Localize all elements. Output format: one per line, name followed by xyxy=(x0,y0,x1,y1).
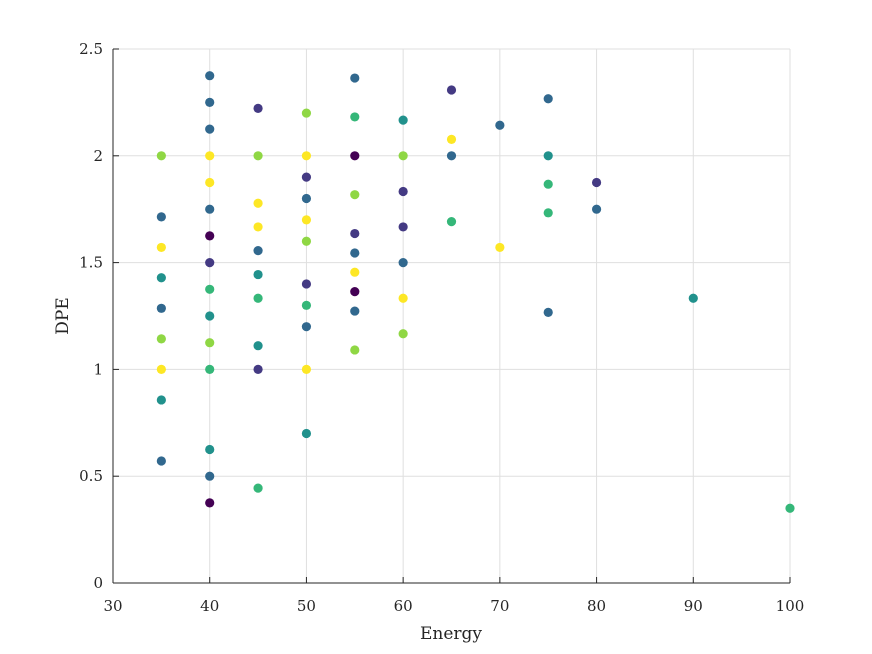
data-point xyxy=(398,151,408,161)
data-point xyxy=(253,198,263,208)
data-point xyxy=(301,151,312,161)
data-points xyxy=(156,71,795,513)
data-point xyxy=(253,341,263,351)
data-point xyxy=(156,242,166,253)
data-point xyxy=(446,216,457,227)
data-point xyxy=(495,120,505,130)
y-tick-label: 2.5 xyxy=(79,40,103,58)
data-point xyxy=(253,222,263,232)
data-point xyxy=(205,338,215,348)
data-point xyxy=(156,151,166,161)
data-point xyxy=(253,293,263,303)
x-axis-label: Energy xyxy=(420,624,482,644)
data-point xyxy=(253,269,263,280)
x-tick-label: 80 xyxy=(587,597,606,615)
x-tick-label: 30 xyxy=(103,597,122,615)
y-axis-label: DPE xyxy=(53,297,73,334)
data-point xyxy=(205,258,215,268)
y-tick-label: 0 xyxy=(93,574,103,592)
data-point xyxy=(205,97,215,107)
data-point xyxy=(156,364,166,374)
data-point xyxy=(205,284,215,294)
x-tick-label: 50 xyxy=(297,597,316,615)
data-point xyxy=(350,287,360,297)
data-point xyxy=(543,179,553,189)
data-point xyxy=(301,172,312,182)
data-point xyxy=(398,115,408,125)
data-point xyxy=(446,134,457,144)
data-point xyxy=(398,222,408,232)
data-point xyxy=(205,177,215,188)
data-point xyxy=(253,103,263,113)
data-point xyxy=(350,306,360,316)
data-point xyxy=(301,279,312,289)
x-tick-label: 60 xyxy=(394,597,413,615)
data-point xyxy=(301,300,312,310)
data-point xyxy=(398,329,408,339)
y-tick-label: 1 xyxy=(93,360,103,378)
y-tick-label: 0.5 xyxy=(79,467,103,485)
data-point xyxy=(253,483,263,493)
data-point xyxy=(543,94,553,104)
x-tick-label: 100 xyxy=(776,597,805,615)
data-point xyxy=(301,236,312,246)
data-point xyxy=(398,258,408,268)
x-tick-label: 90 xyxy=(684,597,703,615)
data-point xyxy=(205,364,215,374)
data-point xyxy=(543,307,553,317)
data-point xyxy=(495,242,505,253)
data-point xyxy=(398,293,408,303)
data-point xyxy=(446,85,457,95)
data-point xyxy=(301,428,312,439)
data-point xyxy=(785,503,795,513)
data-point xyxy=(301,322,312,332)
data-point xyxy=(446,151,457,161)
ticks: 30 40 50 60 70 80 90 100 0 0.5 1 1.5 2 2.5 xyxy=(79,40,804,615)
axes xyxy=(112,49,790,584)
data-point xyxy=(253,364,263,374)
x-tick-label: 70 xyxy=(490,597,509,615)
data-point xyxy=(350,73,360,83)
x-tick-label: 40 xyxy=(200,597,219,615)
plot-area xyxy=(113,49,790,583)
data-point xyxy=(688,293,698,303)
data-point xyxy=(301,215,312,225)
data-point xyxy=(591,204,602,214)
data-point xyxy=(205,204,215,214)
data-point xyxy=(301,364,312,374)
data-point xyxy=(350,112,360,122)
data-point xyxy=(350,248,360,258)
data-point xyxy=(253,151,263,161)
data-point xyxy=(350,267,360,277)
data-point xyxy=(156,212,166,222)
data-point xyxy=(205,124,215,134)
data-point xyxy=(543,151,553,161)
data-point xyxy=(156,395,166,405)
data-point xyxy=(205,71,215,81)
data-point xyxy=(350,190,360,200)
data-point xyxy=(156,273,166,283)
data-point xyxy=(205,231,215,241)
data-point xyxy=(205,311,215,321)
data-point xyxy=(156,456,166,466)
y-tick-label: 2 xyxy=(93,147,103,165)
data-point xyxy=(205,498,215,508)
data-point xyxy=(591,177,602,188)
data-point xyxy=(205,444,215,455)
data-point xyxy=(301,108,312,118)
data-point xyxy=(253,246,263,256)
data-point xyxy=(156,303,166,313)
data-point xyxy=(205,471,215,481)
data-point xyxy=(350,151,360,161)
data-point xyxy=(350,228,360,239)
y-tick-label: 1.5 xyxy=(79,254,103,272)
data-point xyxy=(398,186,408,197)
data-point xyxy=(205,151,215,161)
data-point xyxy=(543,208,553,218)
data-point xyxy=(301,193,312,204)
data-point xyxy=(156,334,166,344)
data-point xyxy=(350,345,360,355)
